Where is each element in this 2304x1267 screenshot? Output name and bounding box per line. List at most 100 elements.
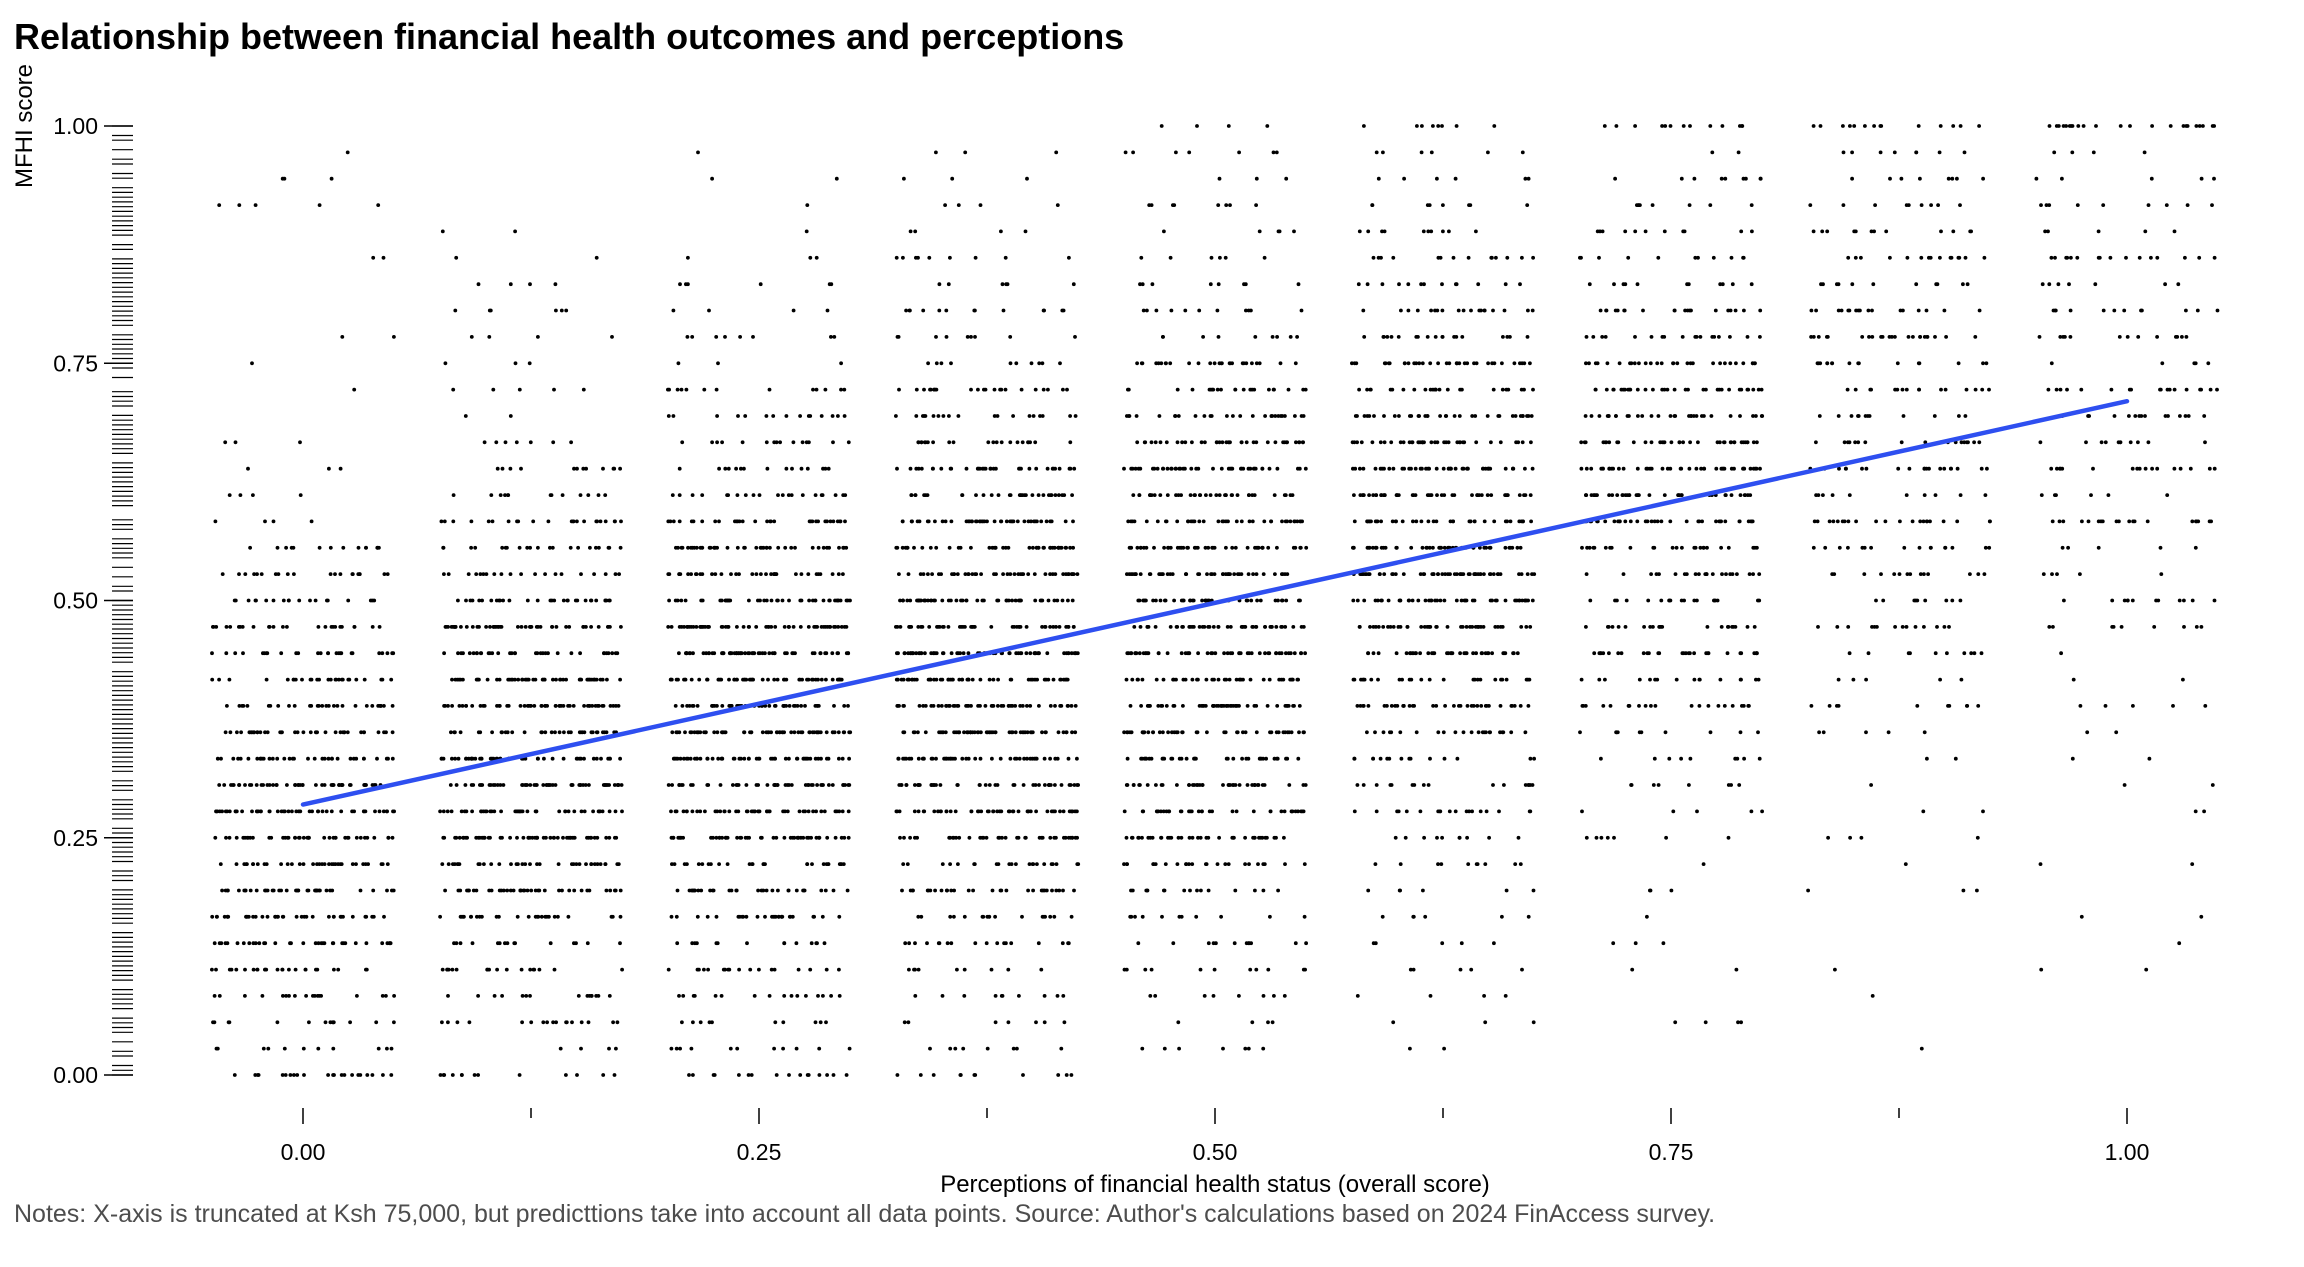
data-point	[570, 835, 575, 840]
data-point	[960, 493, 964, 497]
data-point	[298, 440, 302, 445]
data-point	[948, 255, 952, 260]
data-point	[960, 677, 965, 682]
data-point	[703, 625, 708, 629]
data-point	[526, 914, 531, 919]
data-point	[991, 677, 996, 682]
data-point	[1528, 361, 1532, 366]
data-point	[1071, 625, 1076, 629]
data-point	[1276, 598, 1280, 603]
data-point	[1039, 967, 1044, 972]
data-point	[478, 730, 483, 735]
data-point	[1442, 1046, 1446, 1051]
data-point	[1472, 361, 1476, 366]
data-point	[1508, 519, 1513, 524]
data-point	[331, 1046, 336, 1051]
data-point	[368, 598, 373, 603]
data-point	[1401, 387, 1406, 392]
data-point	[766, 677, 770, 682]
data-point	[1165, 651, 1170, 656]
data-point	[1249, 651, 1254, 656]
data-point	[837, 756, 841, 761]
data-point	[973, 756, 978, 761]
data-point	[1254, 440, 1259, 445]
data-point	[275, 545, 280, 550]
data-point	[1389, 730, 1394, 735]
data-point	[279, 809, 284, 814]
data-point	[338, 730, 343, 735]
data-point	[1446, 466, 1451, 471]
data-point	[1352, 677, 1357, 682]
data-point	[1389, 440, 1394, 445]
data-point	[364, 704, 369, 708]
data-point	[293, 783, 297, 787]
data-point	[699, 888, 704, 893]
data-point	[1124, 677, 1129, 682]
data-point	[513, 229, 517, 234]
data-point	[553, 704, 558, 708]
data-point	[1054, 888, 1059, 893]
data-point	[1076, 862, 1081, 866]
data-point	[1053, 756, 1058, 761]
data-point	[1179, 835, 1184, 840]
data-point	[381, 809, 386, 814]
data-point	[259, 809, 263, 814]
data-point	[1171, 203, 1175, 208]
data-point	[1034, 466, 1039, 471]
data-point	[772, 756, 777, 761]
data-point	[808, 967, 813, 972]
data-point	[1359, 677, 1363, 682]
data-point	[914, 677, 919, 682]
data-point	[1273, 572, 1277, 576]
data-point	[1030, 756, 1035, 761]
data-point	[1243, 835, 1247, 840]
data-point	[1190, 835, 1195, 840]
data-point	[359, 730, 363, 735]
data-point	[929, 598, 934, 603]
data-point	[1407, 677, 1412, 682]
data-point	[611, 704, 616, 708]
data-point	[1224, 493, 1228, 497]
data-point	[470, 598, 475, 603]
data-point	[944, 335, 949, 339]
data-point	[316, 1046, 321, 1051]
data-point	[1468, 519, 1473, 524]
data-point	[1229, 466, 1234, 471]
data-point	[217, 203, 222, 208]
data-point	[683, 677, 688, 682]
data-point	[341, 545, 346, 550]
data-point	[471, 651, 476, 656]
data-point	[916, 914, 921, 919]
data-point	[814, 519, 818, 524]
data-point	[716, 756, 721, 761]
data-point	[469, 783, 474, 787]
data-point	[522, 704, 527, 708]
data-point	[919, 440, 924, 445]
data-point	[1194, 783, 1199, 787]
data-point	[225, 704, 229, 708]
data-point	[294, 914, 299, 919]
data-point	[1224, 440, 1229, 445]
data-point	[1531, 387, 1535, 392]
data-point	[1399, 756, 1404, 761]
data-point	[1159, 835, 1163, 840]
data-point	[1014, 862, 1018, 866]
data-point	[319, 941, 324, 946]
data-point	[961, 1046, 966, 1051]
data-point	[1380, 282, 1385, 287]
data-point	[1478, 677, 1483, 682]
data-point	[933, 888, 937, 893]
data-point	[949, 519, 954, 524]
data-point	[1530, 598, 1535, 603]
data-point	[1181, 545, 1186, 550]
data-point	[262, 862, 267, 866]
data-point	[1503, 598, 1508, 603]
data-point	[542, 888, 547, 893]
data-point	[955, 783, 960, 787]
data-point	[913, 493, 918, 497]
data-point	[1254, 572, 1259, 576]
data-point	[1434, 466, 1439, 471]
data-point	[923, 704, 928, 708]
data-point	[1283, 862, 1287, 866]
data-point	[310, 914, 315, 919]
